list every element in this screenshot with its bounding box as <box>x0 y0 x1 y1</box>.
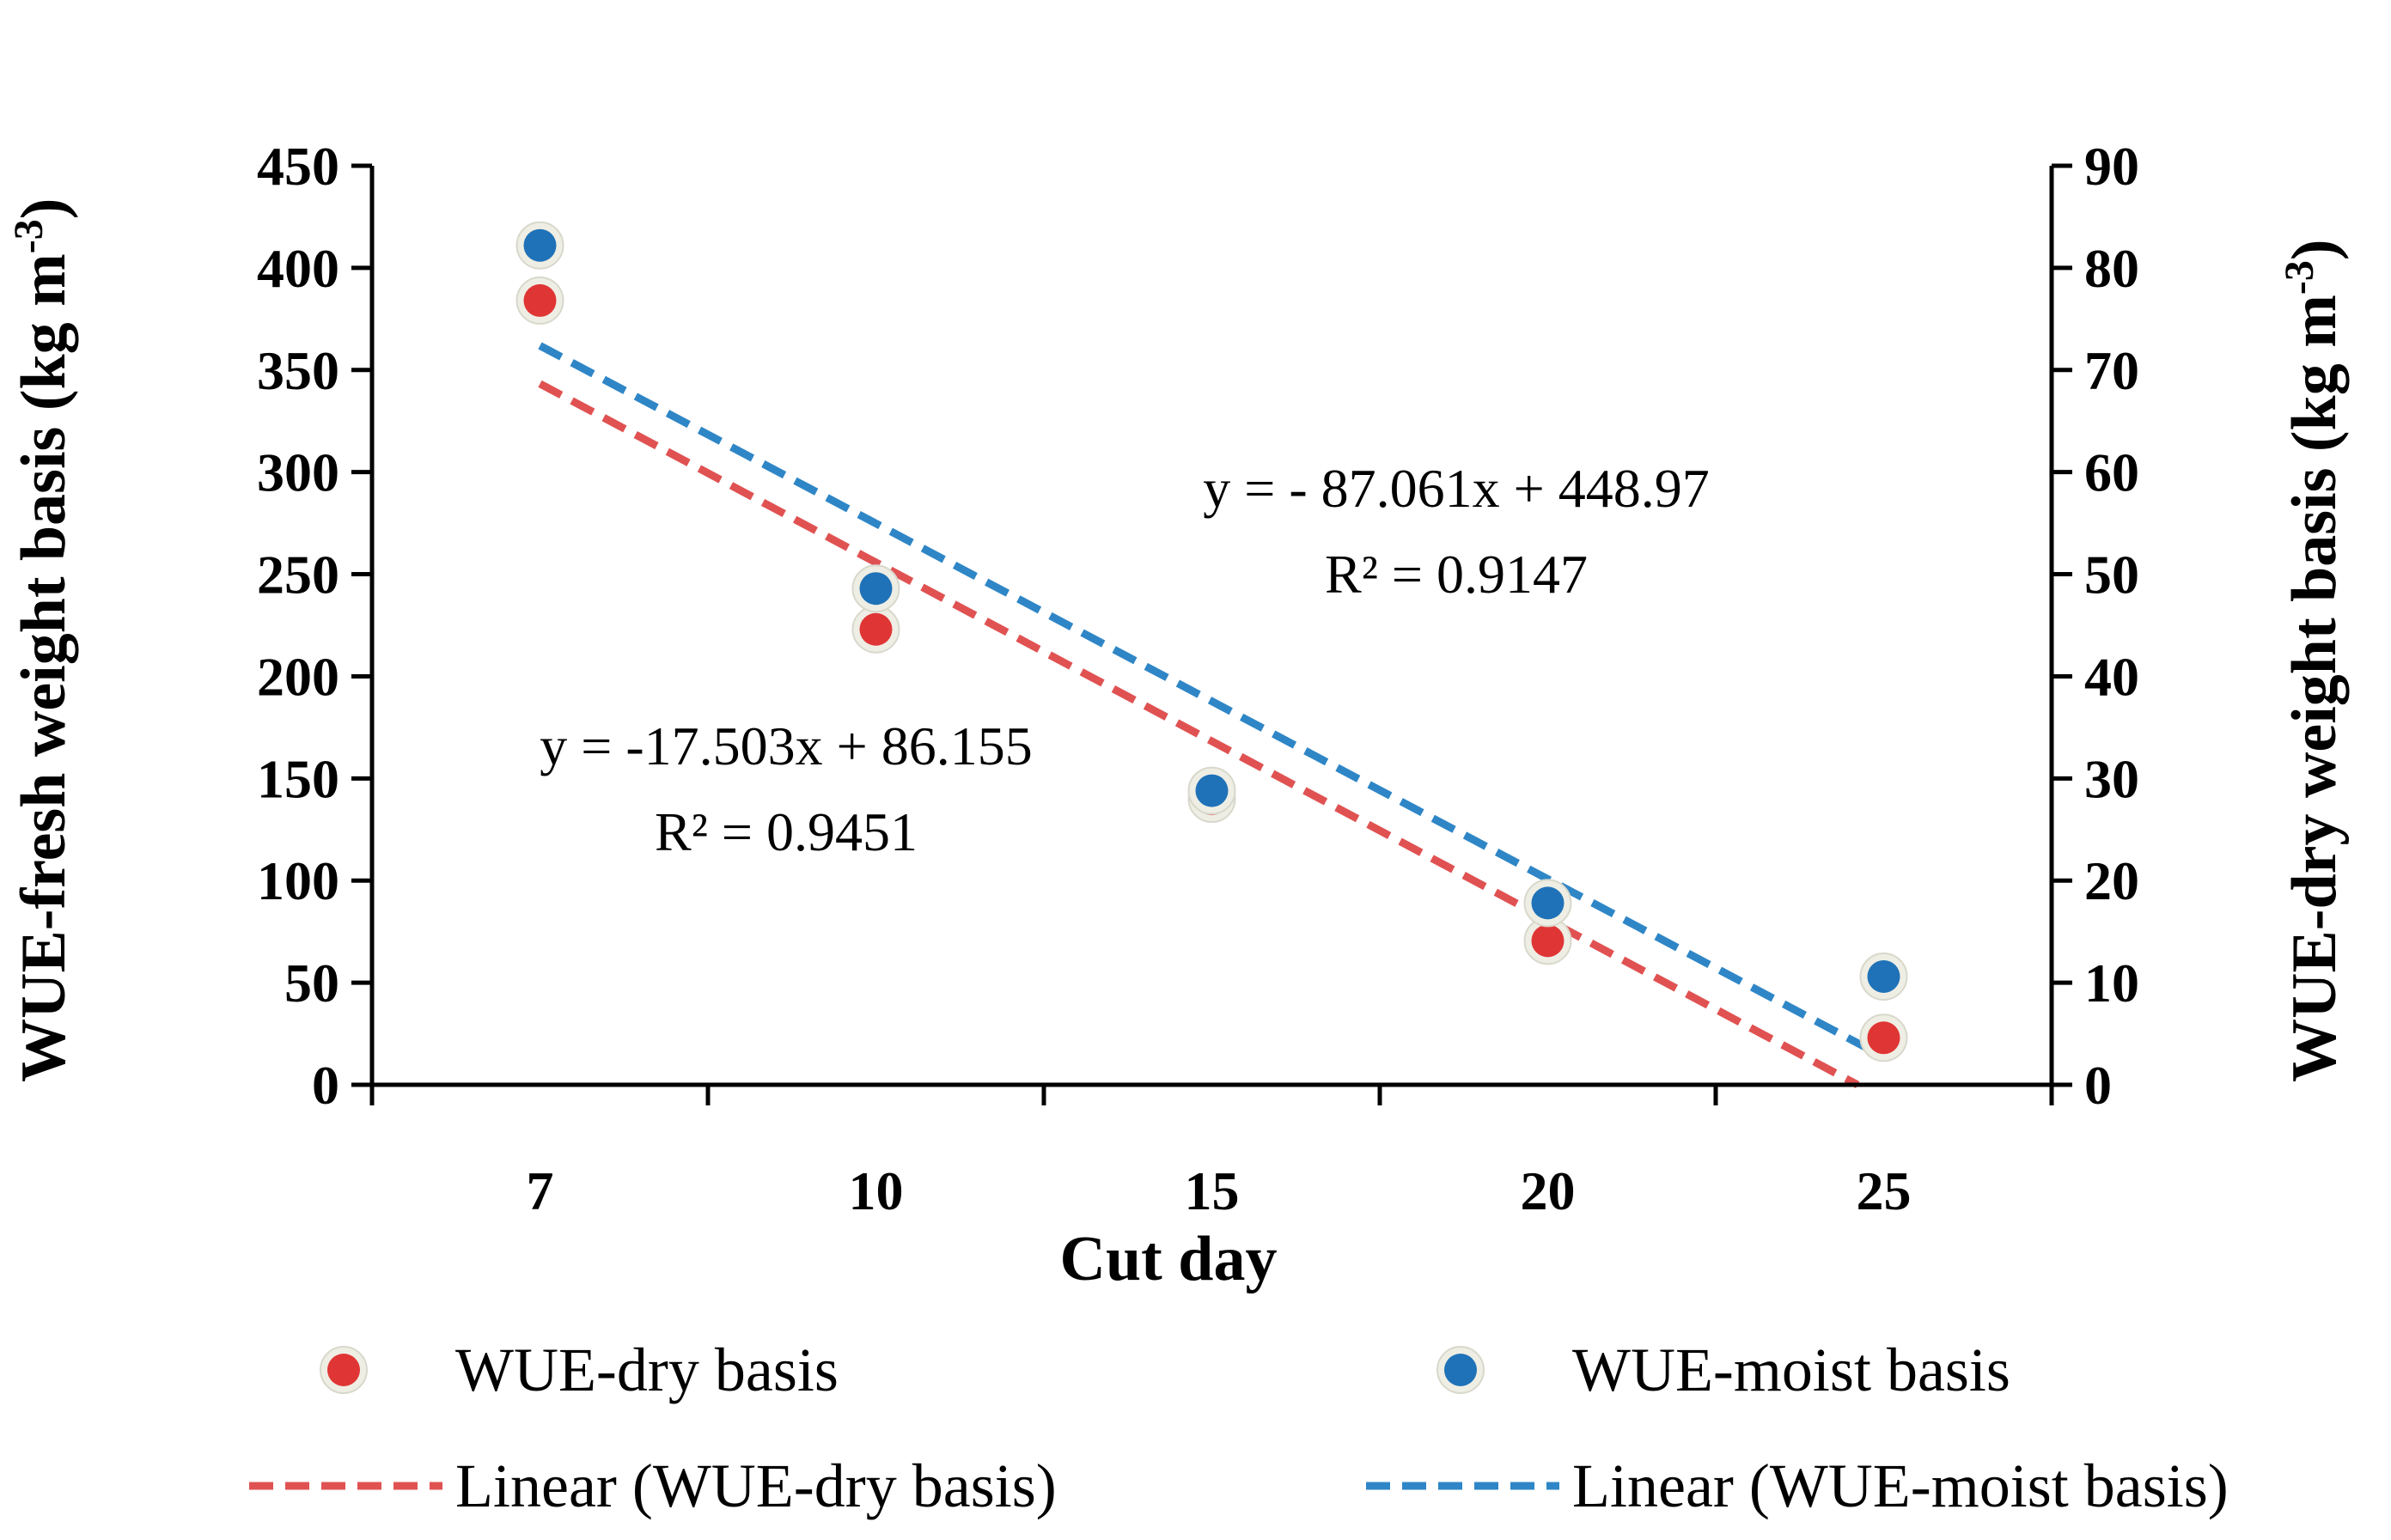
y-tick-label: 350 <box>257 340 339 401</box>
y-axis-title: WUE-fresh weight basis (kg m-3) <box>6 198 80 1082</box>
dry-trend-equation: y = -17.503x + 86.155 <box>540 715 1033 776</box>
y-tick-label: 100 <box>257 850 339 911</box>
moist-data-point <box>1531 886 1565 920</box>
dry-data-point <box>859 612 893 646</box>
trendline-moist <box>538 342 1886 1061</box>
y2-tick-label: 60 <box>2084 442 2139 503</box>
trendline-dry <box>538 380 1860 1088</box>
x-tick-label: 25 <box>1857 1160 1912 1221</box>
dry-data-point <box>523 283 557 317</box>
dry-data-point <box>1531 924 1565 958</box>
dry-data-point <box>1867 1021 1900 1055</box>
legend-label: WUE-moist basis <box>1572 1336 2010 1404</box>
x-tick-label: 15 <box>1185 1160 1240 1221</box>
x-tick-label: 20 <box>1521 1160 1576 1221</box>
y2-axis-title: WUE-dry weight basis (kg m-3) <box>2277 240 2351 1082</box>
legend-marker <box>327 1354 360 1386</box>
y-tick-label: 50 <box>284 953 339 1013</box>
y-tick-label: 450 <box>257 136 339 197</box>
x-tick-label: 7 <box>527 1160 554 1221</box>
legend-label: Linear (WUE-moist basis) <box>1572 1452 2229 1520</box>
axis-labels: Cut day WUE-fresh weight basis (kg m-3) … <box>6 198 2351 1294</box>
y2-tick-label: 0 <box>2084 1055 2112 1116</box>
legend-marker <box>1444 1354 1477 1386</box>
y2-tick-label: 20 <box>2084 850 2139 911</box>
dry-trend-r2: R² = 0.9451 <box>655 801 918 862</box>
y2-tick-label: 90 <box>2084 136 2139 197</box>
y-tick-label: 300 <box>257 442 339 503</box>
y2-tick-label: 30 <box>2084 748 2139 809</box>
y-tick-label: 250 <box>257 545 339 606</box>
y2-tick-label: 70 <box>2084 340 2139 401</box>
y-tick-label: 150 <box>257 748 339 809</box>
moist-data-point <box>1867 959 1900 993</box>
legend: WUE-dry basis WUE-moist basis Linear (WUE-… <box>249 1336 2229 1520</box>
moist-trend-r2: R² = 0.9147 <box>1325 544 1588 605</box>
y2-tick-label: 40 <box>2084 646 2139 707</box>
plot-area <box>515 221 1908 1088</box>
y2-tick-label: 80 <box>2084 238 2139 299</box>
y-tick-label: 200 <box>257 646 339 707</box>
trend-equations: y = - 87.061x + 448.97 R² = 0.9147 y = -… <box>540 458 1710 862</box>
y-tick-label: 400 <box>257 238 339 299</box>
x-axis-title: Cut day <box>1060 1224 1278 1294</box>
y2-tick-label: 10 <box>2084 953 2139 1013</box>
moist-data-point <box>1195 774 1229 807</box>
moist-data-point <box>859 572 893 606</box>
x-tick-label: 10 <box>849 1160 904 1221</box>
moist-data-point <box>523 228 557 262</box>
legend-label: Linear (WUE-dry basis) <box>455 1452 1057 1520</box>
legend-label: WUE-dry basis <box>455 1336 839 1404</box>
y2-tick-label: 50 <box>2084 545 2139 606</box>
moist-trend-equation: y = - 87.061x + 448.97 <box>1203 458 1710 519</box>
axes: 0 50 100 150 200 250 300 350 400 450 0 10 20 30 40 50 60… <box>257 136 2139 1221</box>
y-tick-label: 0 <box>312 1055 339 1116</box>
